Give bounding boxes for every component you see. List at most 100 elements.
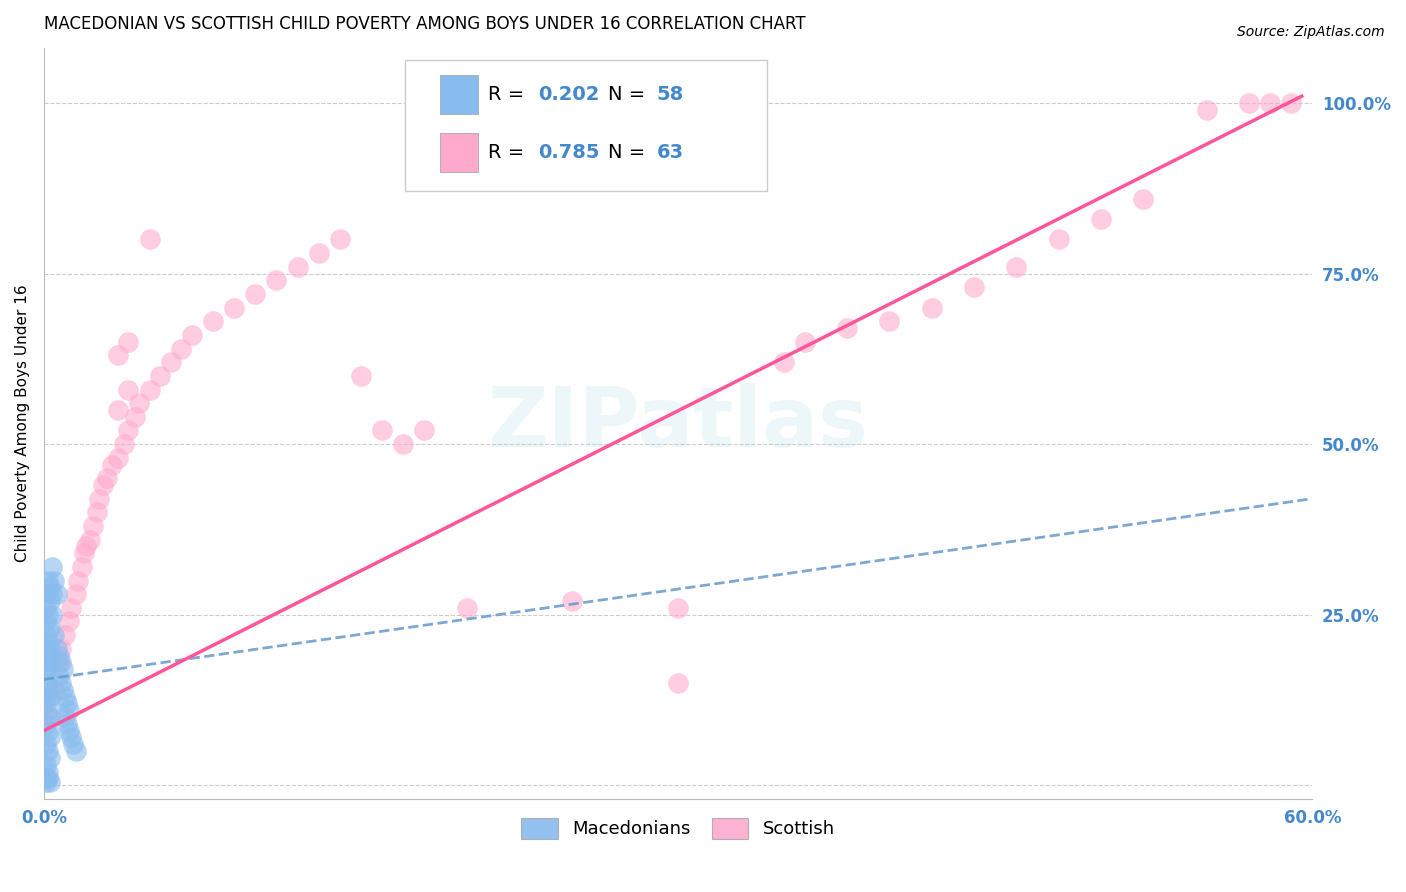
Point — [1279, 95, 1302, 110]
Point — [73, 546, 96, 560]
Point — [37, 607, 59, 622]
Point — [112, 437, 135, 451]
Point — [35, 737, 58, 751]
Point — [170, 342, 193, 356]
Point — [52, 682, 75, 697]
Point — [100, 458, 122, 472]
Text: 58: 58 — [657, 85, 683, 104]
Point — [35, 696, 58, 710]
Text: N =: N = — [609, 144, 652, 162]
Point — [44, 574, 66, 588]
Point — [82, 519, 104, 533]
Point — [666, 600, 689, 615]
Point — [37, 772, 59, 786]
Point — [39, 580, 62, 594]
Point — [35, 587, 58, 601]
Point — [1258, 95, 1281, 110]
Point — [37, 648, 59, 663]
Point — [52, 662, 75, 676]
Point — [37, 764, 59, 779]
Point — [371, 424, 394, 438]
Point — [35, 774, 58, 789]
Point — [224, 301, 246, 315]
Point — [41, 607, 63, 622]
Point — [39, 656, 62, 670]
Text: 0.785: 0.785 — [538, 144, 600, 162]
Point — [35, 615, 58, 629]
Point — [60, 731, 83, 745]
Point — [91, 478, 114, 492]
Point — [53, 710, 76, 724]
Point — [180, 328, 202, 343]
Point — [329, 232, 352, 246]
Point — [49, 676, 72, 690]
Point — [56, 716, 79, 731]
Point — [39, 690, 62, 704]
Point — [48, 656, 70, 670]
Text: 63: 63 — [657, 144, 683, 162]
Point — [39, 641, 62, 656]
Point — [49, 641, 72, 656]
Point — [96, 471, 118, 485]
Point — [35, 690, 58, 704]
Point — [117, 424, 139, 438]
Point — [35, 757, 58, 772]
Text: 0.202: 0.202 — [538, 85, 600, 104]
Point — [58, 615, 80, 629]
Point — [37, 669, 59, 683]
Point — [35, 656, 58, 670]
Point — [62, 737, 84, 751]
Text: N =: N = — [609, 85, 652, 104]
Point — [39, 594, 62, 608]
Point — [44, 682, 66, 697]
Point — [413, 424, 436, 438]
Point — [56, 696, 79, 710]
Point — [879, 314, 901, 328]
Point — [107, 348, 129, 362]
Point — [201, 314, 224, 328]
Point — [159, 355, 181, 369]
Point — [44, 628, 66, 642]
Point — [37, 703, 59, 717]
Point — [921, 301, 943, 315]
Point — [149, 368, 172, 383]
Point — [39, 710, 62, 724]
Point — [37, 723, 59, 738]
Point — [53, 628, 76, 642]
Point — [287, 260, 309, 274]
Point — [107, 403, 129, 417]
Point — [37, 744, 59, 758]
Point — [772, 355, 794, 369]
Point — [39, 751, 62, 765]
Point — [308, 246, 330, 260]
Point — [456, 600, 478, 615]
Text: ZIPatlas: ZIPatlas — [488, 384, 869, 464]
Point — [350, 368, 373, 383]
Text: R =: R = — [488, 144, 530, 162]
FancyBboxPatch shape — [440, 133, 478, 172]
FancyBboxPatch shape — [405, 60, 766, 191]
Point — [39, 621, 62, 635]
Point — [58, 703, 80, 717]
Point — [117, 334, 139, 349]
Point — [392, 437, 415, 451]
Point — [666, 676, 689, 690]
Point — [266, 273, 288, 287]
Point — [117, 383, 139, 397]
Point — [837, 321, 859, 335]
Point — [70, 560, 93, 574]
Point — [39, 710, 62, 724]
Point — [107, 450, 129, 465]
Point — [35, 662, 58, 676]
Legend: Macedonians, Scottish: Macedonians, Scottish — [515, 811, 842, 847]
Point — [39, 774, 62, 789]
Point — [60, 600, 83, 615]
Point — [41, 587, 63, 601]
Text: Source: ZipAtlas.com: Source: ZipAtlas.com — [1237, 25, 1385, 39]
Point — [35, 772, 58, 786]
Point — [48, 648, 70, 663]
Point — [35, 716, 58, 731]
Point — [793, 334, 815, 349]
Point — [49, 656, 72, 670]
Point — [35, 600, 58, 615]
